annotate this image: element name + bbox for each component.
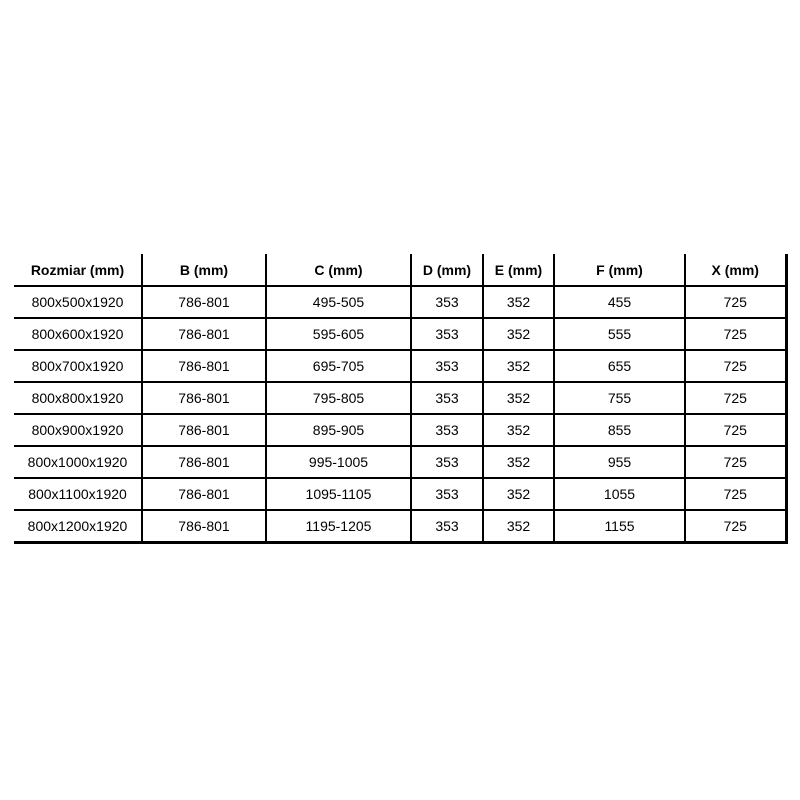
table-cell: 786-801 <box>141 349 267 383</box>
table-cell: 755 <box>553 381 686 415</box>
table-row: 800x1200x1920 786-801 1195-1205 353 352 1155 7… <box>14 509 787 544</box>
table-cell: 352 <box>482 317 555 351</box>
table-row: 800x1100x1920 786-801 1095-1105 353 352 1055 7… <box>14 477 787 511</box>
table-row: 800x700x1920 786-801 695-705 353 352 655 725 <box>14 349 787 383</box>
column-header: B (mm) <box>141 254 267 287</box>
table-cell: 800x1200x1920 <box>14 509 143 544</box>
table-cell: 855 <box>553 413 686 447</box>
table-cell: 786-801 <box>141 413 267 447</box>
table-row: 800x500x1920 786-801 495-505 353 352 455 725 <box>14 285 787 319</box>
table-cell: 725 <box>684 477 787 511</box>
table-cell: 800x800x1920 <box>14 381 143 415</box>
table-row: 800x800x1920 786-801 795-805 353 352 755 725 <box>14 381 787 415</box>
column-header: Rozmiar (mm) <box>14 254 143 287</box>
table-cell: 455 <box>553 285 686 319</box>
table-cell: 353 <box>410 317 484 351</box>
table-cell: 725 <box>684 317 787 351</box>
table-cell: 725 <box>684 381 787 415</box>
table-cell: 353 <box>410 477 484 511</box>
dimensions-table: Rozmiar (mm) B (mm) C (mm) D (mm) E (mm) F (m… <box>14 254 788 544</box>
table-cell: 725 <box>684 413 787 447</box>
table-cell: 725 <box>684 285 787 319</box>
table-cell: 786-801 <box>141 381 267 415</box>
header-row: Rozmiar (mm) B (mm) C (mm) D (mm) E (mm) F (m… <box>14 254 787 287</box>
table-cell: 352 <box>482 349 555 383</box>
table-cell: 800x1000x1920 <box>14 445 143 479</box>
table-cell: 725 <box>684 445 787 479</box>
table-row: 800x600x1920 786-801 595-605 353 352 555 725 <box>14 317 787 351</box>
column-header: C (mm) <box>265 254 412 287</box>
table-cell: 895-905 <box>265 413 412 447</box>
table-cell: 695-705 <box>265 349 412 383</box>
table-cell: 1095-1105 <box>265 477 412 511</box>
table-cell: 353 <box>410 349 484 383</box>
dimensions-table-container: Rozmiar (mm) B (mm) C (mm) D (mm) E (mm) F (m… <box>14 254 788 544</box>
table-cell: 725 <box>684 349 787 383</box>
table-cell: 786-801 <box>141 477 267 511</box>
table-cell: 353 <box>410 509 484 544</box>
table-cell: 352 <box>482 445 555 479</box>
table-cell: 800x600x1920 <box>14 317 143 351</box>
table-cell: 786-801 <box>141 445 267 479</box>
table-cell: 353 <box>410 285 484 319</box>
column-header: D (mm) <box>410 254 484 287</box>
table-cell: 352 <box>482 381 555 415</box>
table-cell: 353 <box>410 413 484 447</box>
table-cell: 800x1100x1920 <box>14 477 143 511</box>
table-row: 800x1000x1920 786-801 995-1005 353 352 955 725 <box>14 445 787 479</box>
table-cell: 786-801 <box>141 509 267 544</box>
table-cell: 800x500x1920 <box>14 285 143 319</box>
column-header: F (mm) <box>553 254 686 287</box>
column-header: E (mm) <box>482 254 555 287</box>
table-cell: 786-801 <box>141 285 267 319</box>
table-cell: 352 <box>482 413 555 447</box>
table-cell: 353 <box>410 381 484 415</box>
column-header: X (mm) <box>684 254 787 287</box>
table-cell: 995-1005 <box>265 445 412 479</box>
table-cell: 352 <box>482 509 555 544</box>
table-cell: 955 <box>553 445 686 479</box>
table-cell: 1195-1205 <box>265 509 412 544</box>
table-body: 800x500x1920 786-801 495-505 353 352 455 725 80… <box>14 285 787 544</box>
table-cell: 800x900x1920 <box>14 413 143 447</box>
table-cell: 786-801 <box>141 317 267 351</box>
table-cell: 555 <box>553 317 686 351</box>
table-cell: 800x700x1920 <box>14 349 143 383</box>
table-cell: 352 <box>482 477 555 511</box>
table-cell: 1155 <box>553 509 686 544</box>
table-cell: 655 <box>553 349 686 383</box>
table-cell: 1055 <box>553 477 686 511</box>
table-cell: 352 <box>482 285 555 319</box>
table-row: 800x900x1920 786-801 895-905 353 352 855 725 <box>14 413 787 447</box>
table-cell: 353 <box>410 445 484 479</box>
table-cell: 795-805 <box>265 381 412 415</box>
table-cell: 595-605 <box>265 317 412 351</box>
table-cell: 725 <box>684 509 787 544</box>
table-cell: 495-505 <box>265 285 412 319</box>
